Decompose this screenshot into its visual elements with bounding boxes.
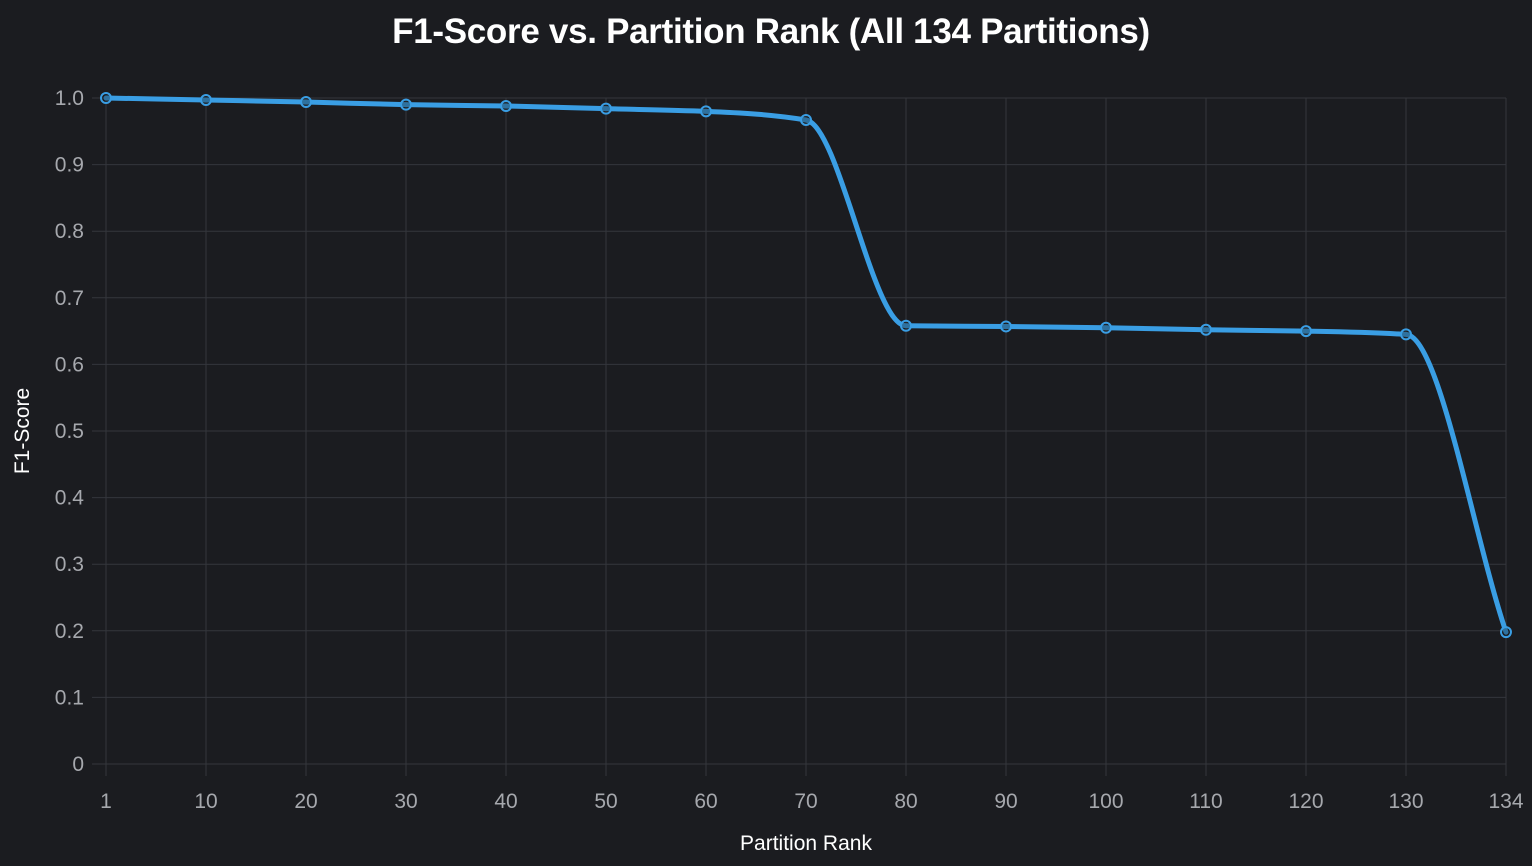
y-tick-label: 0.3 — [55, 553, 84, 576]
x-tick-label: 30 — [394, 790, 417, 813]
series-layer — [100, 92, 1512, 639]
data-point[interactable] — [200, 93, 212, 106]
data-point[interactable] — [1300, 325, 1312, 338]
data-point[interactable] — [1500, 626, 1512, 639]
chart-title: F1-Score vs. Partition Rank (All 134 Par… — [392, 12, 1150, 51]
x-tick-label: 80 — [894, 790, 917, 813]
x-axis-title: Partition Rank — [740, 832, 872, 855]
y-axis-title: F1-Score — [11, 388, 34, 474]
data-point[interactable] — [400, 98, 412, 111]
x-tick-label: 100 — [1088, 790, 1123, 813]
x-tick-label: 40 — [494, 790, 517, 813]
data-point[interactable] — [800, 113, 812, 126]
y-tick-label: 1.0 — [55, 87, 84, 110]
data-point[interactable] — [1100, 321, 1112, 334]
x-tick-label: 20 — [294, 790, 317, 813]
data-point[interactable] — [500, 99, 512, 112]
data-point[interactable] — [1200, 323, 1212, 336]
y-tick-label: 0.2 — [55, 620, 84, 643]
x-tick-label: 10 — [194, 790, 217, 813]
grid — [92, 97, 1507, 776]
y-tick-label: 0.6 — [55, 353, 84, 376]
y-tick-label: 0 — [72, 753, 84, 776]
y-tick-label: 0.5 — [55, 420, 84, 443]
y-tick-label: 0.9 — [55, 154, 84, 177]
x-tick-label: 50 — [594, 790, 617, 813]
x-axis-ticks: 1 10 20 30 40 50 60 70 80 90 100 110 120 130 134 — [100, 790, 1524, 813]
x-tick-label: 60 — [694, 790, 717, 813]
x-tick-label: 120 — [1288, 790, 1323, 813]
x-tick-label: 70 — [794, 790, 817, 813]
data-point[interactable] — [1000, 320, 1012, 333]
data-point[interactable] — [100, 92, 112, 104]
data-point[interactable] — [900, 319, 912, 332]
y-axis-ticks: 0 0.1 0.2 0.3 0.4 0.5 0.6 0.7 0.8 0.9 1.0 — [55, 87, 85, 776]
y-tick-label: 0.8 — [55, 220, 84, 243]
data-point[interactable] — [700, 105, 712, 118]
x-tick-label: 130 — [1388, 790, 1423, 813]
y-tick-label: 0.1 — [55, 686, 84, 709]
x-tick-label: 90 — [994, 790, 1017, 813]
x-tick-label: 1 — [100, 790, 112, 813]
x-tick-label: 110 — [1189, 790, 1222, 813]
y-tick-label: 0.7 — [55, 287, 84, 310]
data-point[interactable] — [600, 102, 612, 115]
x-tick-label: 134 — [1488, 790, 1523, 813]
y-tick-label: 0.4 — [55, 487, 85, 510]
series-line — [103, 95, 1509, 635]
data-point[interactable] — [300, 95, 312, 108]
data-point[interactable] — [1400, 328, 1412, 341]
